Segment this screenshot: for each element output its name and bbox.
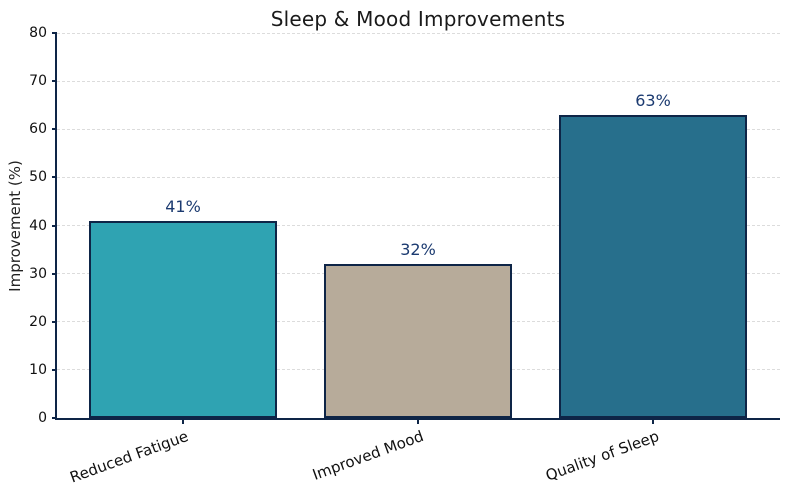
chart-title: Sleep & Mood Improvements	[270, 7, 566, 31]
bar-value-label: 63%	[635, 90, 671, 110]
y-tick-mark	[52, 128, 57, 131]
y-tick-mark	[52, 272, 57, 275]
y-tick-mark	[52, 417, 57, 419]
bar-improved-mood	[324, 264, 512, 418]
gridline-y-80	[57, 32, 780, 34]
y-tick-mark	[52, 368, 57, 371]
y-tick-label: 20	[29, 313, 47, 330]
y-tick-label: 0	[38, 410, 47, 426]
y-tick-label: 10	[29, 361, 47, 378]
gridline-y-70	[57, 80, 780, 82]
y-tick-label: 40	[29, 217, 47, 234]
gridline-y-40	[57, 225, 780, 226]
x-tick-mark	[652, 418, 654, 424]
x-tick-label: Reduced Fatigue	[67, 427, 192, 487]
x-axis-spine	[55, 418, 780, 420]
y-tick-label: 50	[29, 169, 47, 186]
y-axis-spine	[55, 33, 57, 420]
y-tick-label: 30	[29, 265, 47, 282]
gridline-y-60	[57, 128, 780, 130]
x-tick-label: Quality of Sleep	[542, 427, 662, 485]
y-tick-mark	[52, 176, 57, 179]
y-tick-mark	[52, 80, 57, 83]
x-tick-label: Improved Mood	[310, 427, 427, 484]
x-tick-mark	[417, 418, 419, 424]
y-tick-mark	[52, 320, 57, 323]
x-tick-mark	[182, 418, 184, 424]
gridline-y-50	[57, 176, 780, 178]
bar-reduced-fatigue	[89, 220, 277, 418]
y-tick-label: 70	[29, 73, 47, 90]
y-tick-label: 60	[29, 121, 47, 138]
y-tick-label: 80	[29, 25, 47, 41]
y-tick-mark	[52, 224, 57, 227]
y-tick-mark	[52, 32, 57, 34]
bar-value-label: 32%	[400, 240, 436, 259]
bar-quality-of-sleep	[559, 114, 747, 418]
bar-value-label: 41%	[165, 196, 201, 216]
